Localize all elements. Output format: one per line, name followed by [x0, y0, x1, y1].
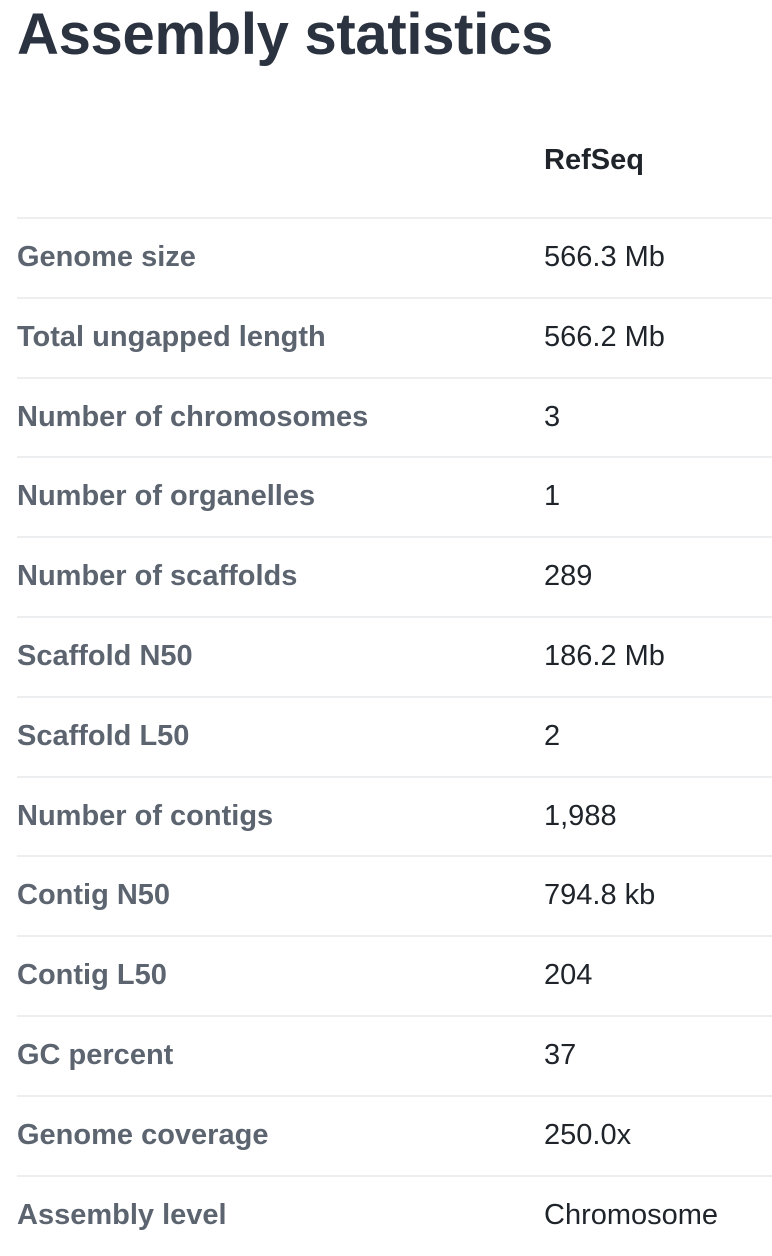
row-value: 37 — [544, 1038, 577, 1071]
page-title: Assembly statistics — [17, 2, 553, 67]
table-row: Total ungapped length 566.2 Mb — [17, 299, 772, 379]
row-value: 1 — [544, 480, 561, 513]
table-row: GC percent 37 — [17, 1017, 772, 1097]
column-header-refseq: RefSeq — [544, 144, 644, 176]
row-label: Genome size — [17, 241, 196, 273]
table-row: Contig N50 794.8 kb — [17, 857, 772, 938]
table-row: Scaffold L50 2 — [17, 698, 772, 778]
row-value: 566.3 Mb — [544, 241, 665, 273]
row-value: 204 — [544, 959, 593, 992]
table-row: Scaffold N50 186.2 Mb — [17, 618, 772, 698]
table-row: Number of contigs 1,988 — [17, 778, 772, 858]
table-row: Number of scaffolds 289 — [17, 538, 772, 618]
row-label: Scaffold N50 — [17, 639, 193, 672]
statistics-table: RefSeq Genome size 566.3 Mb Total ungapp… — [17, 120, 772, 1256]
row-value: 794.8 kb — [544, 879, 656, 912]
table-row: Genome size 566.3 Mb — [17, 219, 772, 299]
table-header-row: RefSeq — [17, 120, 772, 219]
row-label: Scaffold L50 — [17, 719, 190, 752]
table-row: Genome coverage 250.0x — [17, 1097, 772, 1177]
row-value: 1,988 — [544, 799, 617, 832]
row-value: Chromosome — [544, 1198, 719, 1231]
row-value: 2 — [544, 719, 561, 752]
row-value: 566.2 Mb — [544, 320, 665, 353]
row-value: 186.2 Mb — [544, 639, 665, 672]
table-row: Assembly level Chromosome — [17, 1177, 772, 1256]
row-label: Contig N50 — [17, 879, 171, 912]
row-label: Number of scaffolds — [17, 560, 298, 593]
row-label: Number of organelles — [17, 480, 316, 513]
row-label: Total ungapped length — [17, 320, 326, 353]
row-value: 289 — [544, 560, 593, 593]
row-label: Contig L50 — [17, 959, 167, 992]
row-value: 3 — [544, 400, 561, 433]
row-label: Genome coverage — [17, 1118, 269, 1151]
row-label: Assembly level — [17, 1198, 227, 1231]
row-label: Number of contigs — [17, 799, 274, 832]
table-row: Number of chromosomes 3 — [17, 379, 772, 459]
table-row: Number of organelles 1 — [17, 458, 772, 539]
row-label: GC percent — [17, 1038, 174, 1071]
table-row: Contig L50 204 — [17, 937, 772, 1017]
row-label: Number of chromosomes — [17, 400, 369, 433]
row-value: 250.0x — [544, 1118, 632, 1151]
